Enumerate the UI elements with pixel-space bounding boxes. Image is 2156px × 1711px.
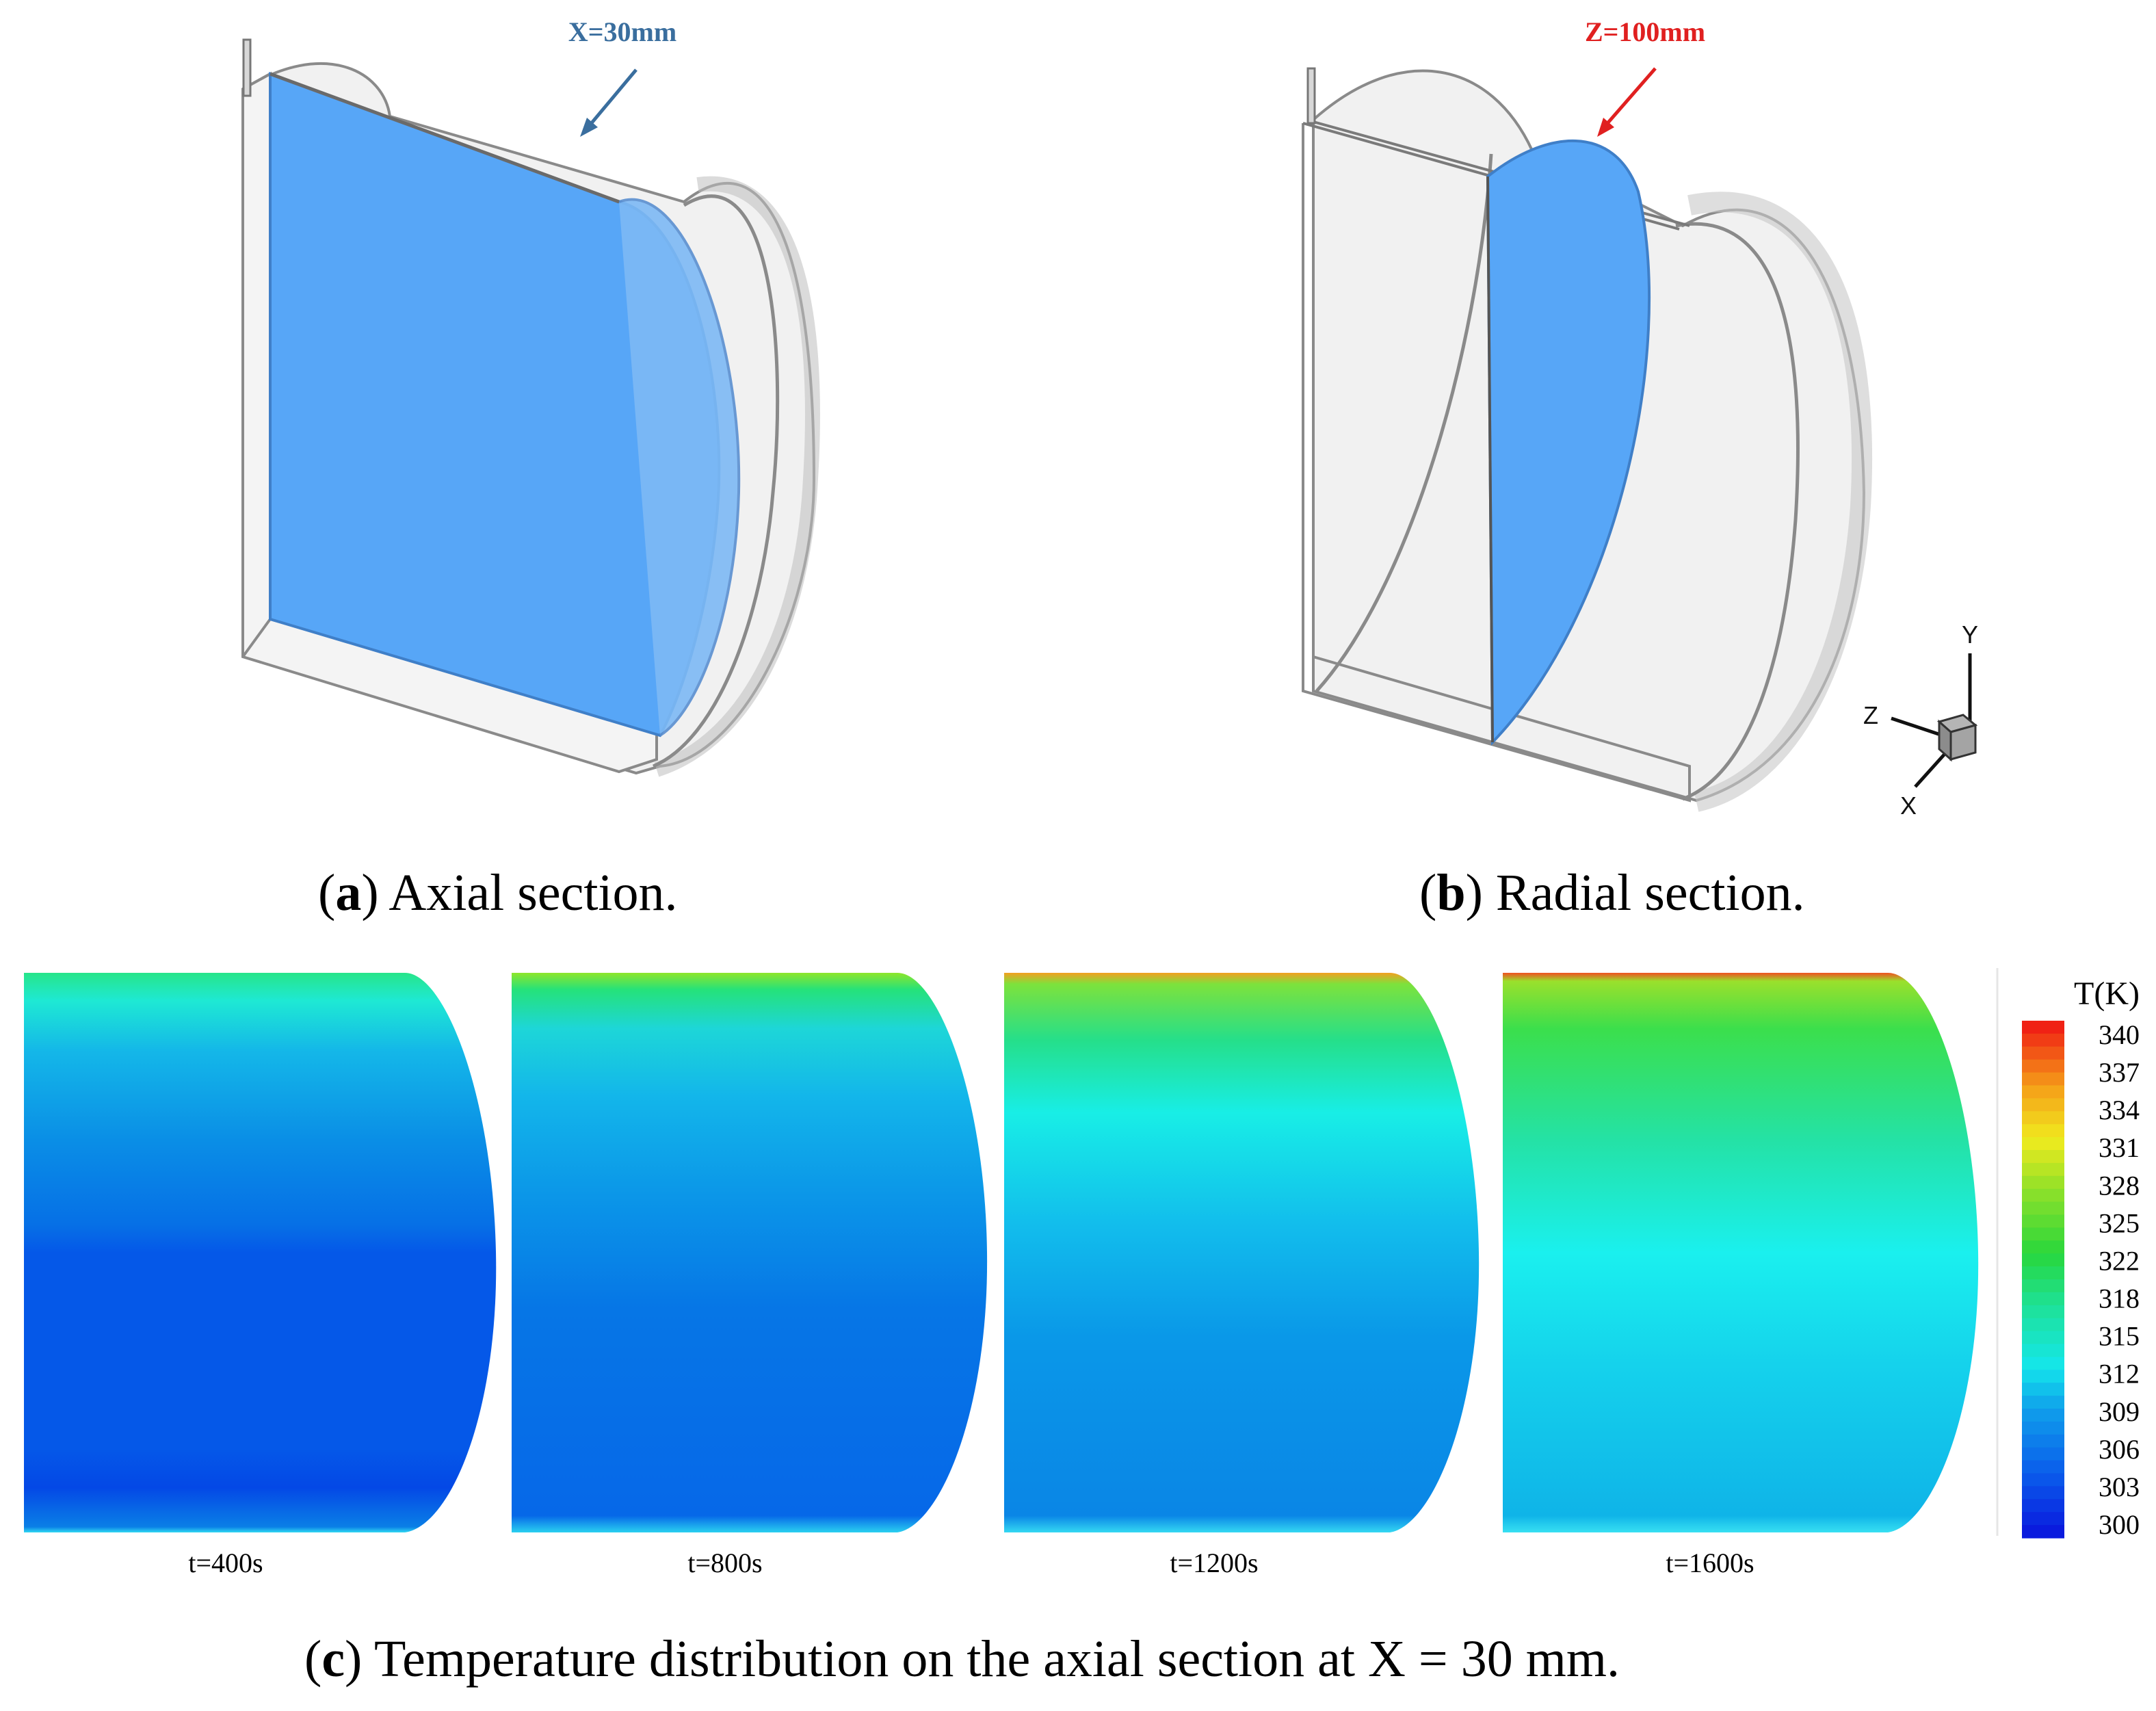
inlet-pipe [242, 38, 252, 97]
colorbar-swatch [2022, 1318, 2064, 1332]
colorbar-swatch [2022, 1305, 2064, 1319]
colorbar-swatch [2022, 1072, 2064, 1086]
caption-c-letter: c [321, 1630, 345, 1688]
colorbar-swatch [2022, 1279, 2064, 1293]
panel-b-radial-section-drawing: Z=100mm Y Z X [1302, 16, 1978, 820]
caption-a: (a) Axial section. [318, 864, 678, 922]
caption-b: (b) Radial section. [1419, 864, 1805, 922]
colorbar-tick-label: 318 [2099, 1283, 2140, 1314]
annotation-arrow-b-head [1597, 118, 1614, 137]
caption-a-text: Axial section. [378, 864, 678, 922]
colorbar-swatch [2022, 1447, 2064, 1461]
colorbar-swatch [2022, 1460, 2064, 1474]
colorbar-swatch [2022, 1512, 2064, 1526]
colorbar-title: T(K) [2074, 976, 2140, 1012]
colorbar-swatch [2022, 1421, 2064, 1435]
colorbar-swatch [2022, 1150, 2064, 1164]
colorbar-swatch [2022, 1525, 2064, 1539]
box-b-right-curve [1675, 222, 1800, 801]
colorbar-swatch [2022, 1162, 2064, 1177]
box-shadow-curve [654, 176, 820, 777]
axis-label-x: X [1900, 792, 1917, 820]
inlet-pipe-b [1306, 67, 1316, 125]
colorbar-swatch [2022, 1266, 2064, 1280]
snapshot-label-1200s: t=1200s [1170, 1547, 1258, 1578]
axis-triad: Y Z X [1863, 621, 1978, 820]
colorbar-swatch [2022, 1046, 2064, 1060]
snapshot-1200s [1004, 973, 1480, 1532]
annotation-arrow-a [586, 68, 637, 130]
colorbar-tick-label: 328 [2099, 1170, 2140, 1201]
colorbar-tick-label: 337 [2099, 1057, 2140, 1088]
snapshot-label-800s: t=800s [687, 1547, 762, 1578]
caption-a-letter: a [335, 864, 362, 922]
colorbar-swatch [2022, 1434, 2064, 1448]
annotation-label-b: Z=100mm [1585, 16, 1705, 47]
snapshot-1600s [1503, 973, 1979, 1532]
axis-label-y: Y [1962, 621, 1978, 649]
colorbar-tick-label: 322 [2099, 1246, 2140, 1277]
colorbar-swatches [2022, 1021, 2064, 1539]
colorbar-swatch [2022, 1357, 2064, 1370]
annotation-label-a: X=30mm [568, 16, 676, 47]
colorbar-swatch [2022, 1085, 2064, 1099]
colorbar-tick-label: 331 [2099, 1132, 2140, 1163]
colorbar-swatch [2022, 1292, 2064, 1306]
box-right-curve [653, 194, 780, 768]
colorbar-tick-label: 340 [2099, 1019, 2140, 1050]
box-b-shadow [1687, 192, 1872, 812]
colorbar-tick-label: 312 [2099, 1359, 2140, 1389]
annotation-arrow-a-head [580, 118, 598, 137]
colorbar-tick-label: 303 [2099, 1472, 2140, 1502]
colorbar-swatch [2022, 1059, 2064, 1073]
colorbar-swatch [2022, 1331, 2064, 1345]
colorbar-swatch [2022, 1137, 2064, 1151]
caption-c: (c) Temperature distribution on the axia… [304, 1630, 1620, 1688]
colorbar-swatch [2022, 1098, 2064, 1112]
radial-section-plane [1486, 140, 1651, 746]
axis-label-z: Z [1863, 701, 1878, 729]
colorbar-swatch [2022, 1201, 2064, 1216]
colorbar-swatch [2022, 1124, 2064, 1138]
snapshot-400s [24, 973, 497, 1532]
colorbar-swatch [2022, 1409, 2064, 1422]
colorbar-tick-label: 306 [2099, 1434, 2140, 1465]
colorbar-swatch [2022, 1240, 2064, 1254]
colorbar-swatch [2022, 1344, 2064, 1357]
box-b-left-curve [1315, 153, 1493, 692]
colorbar-swatch [2022, 1253, 2064, 1267]
panel-a-axial-section-drawing: X=30mm [241, 16, 820, 777]
colorbar-swatch [2022, 1473, 2064, 1487]
colorbar-tick-label: 300 [2099, 1509, 2140, 1540]
colorbar-swatch [2022, 1499, 2064, 1513]
snapshot-label-1600s: t=1600s [1666, 1547, 1754, 1578]
box-b-front [1302, 123, 1691, 802]
colorbar-swatch [2022, 1486, 2064, 1500]
colorbar-tick-label: 325 [2099, 1207, 2140, 1238]
colorbar-swatch [2022, 1111, 2064, 1125]
colorbar-swatch [2022, 1033, 2064, 1047]
axial-section-edge [618, 198, 741, 737]
colorbar-swatch [2022, 1370, 2064, 1383]
colorbar-tick-label: 334 [2099, 1095, 2140, 1125]
colorbar-tick-label: 309 [2099, 1396, 2140, 1427]
caption-c-text: Temperature distribution on the axial se… [362, 1630, 1620, 1688]
snapshot-label-400s: t=400s [188, 1547, 263, 1578]
annotation-arrow-b [1603, 67, 1657, 129]
colorbar-swatch [2022, 1383, 2064, 1396]
caption-b-text: Radial section. [1482, 864, 1805, 922]
snapshot-800s [512, 973, 988, 1532]
colorbar-swatch [2022, 1188, 2064, 1203]
colorbar-swatch [2022, 1214, 2064, 1228]
colorbar-ticks: 340 337 334 331 328 325 322 318 315 312 309 306 303 3… [2099, 1019, 2140, 1540]
colorbar-tick-label: 315 [2099, 1321, 2140, 1352]
colorbar-swatch [2022, 1021, 2064, 1034]
caption-b-letter: b [1436, 864, 1466, 922]
colorbar-swatch [2022, 1227, 2064, 1241]
colorbar-swatch [2022, 1396, 2064, 1409]
colorbar-swatch [2022, 1175, 2064, 1190]
panel-c-temperature-snapshots: t=400s t=800s t=1200s t=1600s T(K) 340 33… [24, 968, 2140, 1578]
